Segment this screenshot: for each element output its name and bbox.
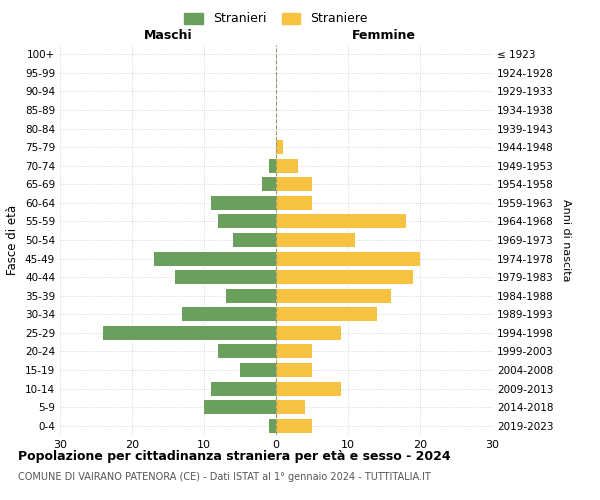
Bar (276, 159, 298, 172)
Bar (276, 196, 312, 210)
Bar (240, 363, 276, 377)
Bar (276, 289, 391, 302)
Text: Popolazione per cittadinanza straniera per età e sesso - 2024: Popolazione per cittadinanza straniera p… (18, 450, 451, 463)
Bar (276, 270, 413, 284)
Bar (276, 252, 420, 266)
Bar (276, 140, 283, 154)
Bar (218, 344, 276, 358)
Bar (233, 233, 276, 247)
Bar (276, 326, 341, 340)
Text: Femmine: Femmine (352, 29, 416, 42)
Bar (103, 326, 276, 340)
Bar (276, 214, 406, 228)
Bar (204, 400, 276, 414)
Bar (276, 308, 377, 322)
Bar (276, 344, 312, 358)
Bar (269, 159, 276, 172)
Bar (154, 252, 276, 266)
Bar (269, 419, 276, 432)
Bar (276, 363, 312, 377)
Bar (276, 233, 355, 247)
Bar (276, 419, 312, 432)
Bar (211, 382, 276, 396)
Bar (276, 382, 341, 396)
Y-axis label: Fasce di età: Fasce di età (7, 205, 19, 275)
Y-axis label: Anni di nascita: Anni di nascita (560, 198, 571, 281)
Bar (211, 196, 276, 210)
Bar (276, 178, 312, 191)
Bar (276, 400, 305, 414)
Bar (182, 308, 276, 322)
Text: Maschi: Maschi (143, 29, 193, 42)
Bar (218, 214, 276, 228)
Legend: Stranieri, Straniere: Stranieri, Straniere (181, 8, 371, 29)
Text: COMUNE DI VAIRANO PATENORA (CE) - Dati ISTAT al 1° gennaio 2024 - TUTTITALIA.IT: COMUNE DI VAIRANO PATENORA (CE) - Dati I… (18, 472, 431, 482)
Bar (262, 178, 276, 191)
Bar (175, 270, 276, 284)
Bar (226, 289, 276, 302)
